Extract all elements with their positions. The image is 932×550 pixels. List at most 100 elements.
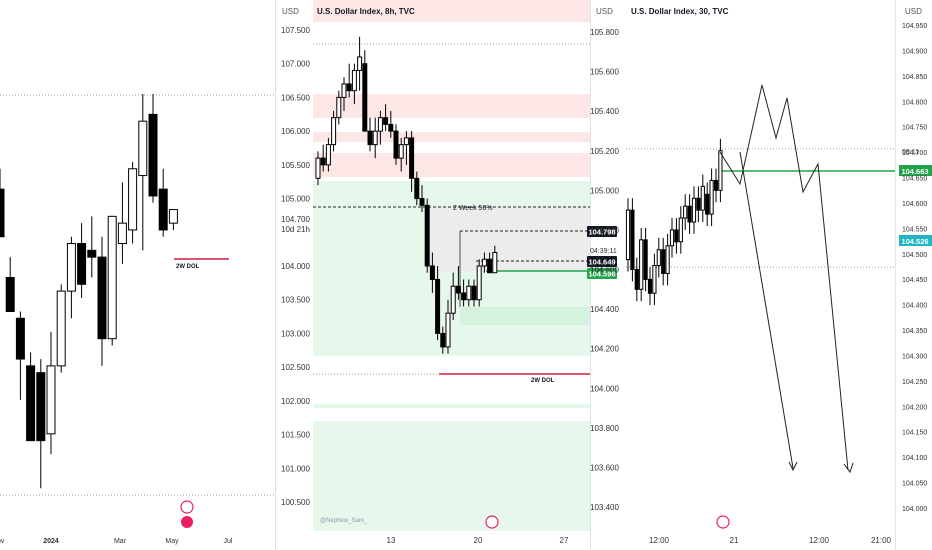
x-tick-label: 21 — [730, 536, 739, 545]
y-tick-label: 104.550 — [902, 226, 927, 233]
weekly-candle — [168, 209, 178, 224]
weekly-candle — [97, 256, 107, 340]
chart-title: U.S. Dollar Index, 8h, TVC — [317, 7, 415, 16]
weekly-candle — [117, 222, 127, 245]
x-tick-label: 13 — [387, 536, 396, 545]
weekly-candle — [148, 113, 158, 197]
dol-label: 2W DOL — [531, 378, 555, 384]
y-tick-label: 104.100 — [902, 455, 927, 462]
candle-8h — [481, 258, 487, 267]
candle-30m — [705, 193, 710, 215]
x-tick-label: ov — [0, 538, 5, 545]
candle-8h — [435, 278, 441, 334]
y-tick-label: 104.850 — [902, 74, 927, 81]
y-tick-label: 104.200 — [590, 345, 619, 354]
candle-30m — [665, 245, 670, 274]
chart-title: U.S. Dollar Index, 30, TVC — [631, 7, 729, 16]
fifty-percent-label: 2 Week 50% — [453, 205, 493, 212]
candle-8h — [492, 252, 498, 274]
y-tick-label: 105.000 — [590, 186, 619, 195]
weekly-candle — [128, 168, 138, 231]
lightning-icon[interactable] — [716, 515, 730, 529]
weekly-candle — [138, 120, 148, 177]
y-tick-label: 103.400 — [590, 503, 619, 512]
candle-30m — [713, 179, 719, 191]
candle-30m — [661, 249, 666, 274]
x-tick-label: May — [165, 538, 179, 545]
candle-8h — [471, 285, 477, 301]
y-tick-label: 104.650 — [902, 176, 927, 183]
candle-30m — [683, 205, 688, 219]
projection-path — [719, 84, 849, 471]
countdown-label: 10d 21h — [281, 225, 310, 234]
y-tick-label: 105.600 — [590, 68, 619, 77]
candle-8h — [383, 117, 389, 125]
y-tick-label: 104.050 — [902, 481, 927, 488]
price-label-bg — [587, 268, 617, 279]
y-tick-label: 104.700 — [902, 150, 927, 157]
y-tick-label: 102.000 — [281, 397, 310, 406]
weekly-candle — [77, 243, 87, 285]
y-tick-label: 104.300 — [902, 353, 927, 360]
y-tick-label: 104.200 — [902, 404, 927, 411]
countdown-label: 09:11 — [902, 149, 919, 156]
candle-30m — [718, 150, 723, 191]
y-tick-label: 104.700 — [281, 215, 310, 224]
candle-8h — [466, 285, 472, 301]
y-tick-label: 104.900 — [902, 48, 927, 55]
candle-8h — [461, 292, 467, 301]
candle-30m — [656, 249, 661, 267]
candle-8h — [398, 144, 404, 159]
candle-8h — [362, 63, 368, 132]
y-tick-label: 103.000 — [281, 329, 310, 338]
candle-30m — [625, 209, 631, 261]
candle-30m — [669, 229, 675, 247]
weekly-candle — [0, 188, 5, 238]
y-tick-label: 101.000 — [281, 464, 310, 473]
price-label: 104.526 — [901, 237, 928, 246]
price-label-bg — [587, 226, 617, 237]
lightning-icon[interactable] — [180, 500, 194, 514]
weekly-candle — [107, 215, 117, 340]
candle-30m — [696, 197, 701, 211]
y-tick-label: 104.750 — [902, 125, 927, 132]
x-tick-label: 20 — [474, 536, 483, 545]
candle-30m — [700, 185, 705, 211]
candle-8h — [315, 157, 321, 179]
candle-30m — [674, 229, 679, 243]
weekly-candle — [26, 365, 36, 442]
price-label: 104.798 — [588, 228, 615, 237]
y-tick-label: 103.800 — [590, 424, 619, 433]
candle-8h — [424, 204, 430, 267]
candle-8h — [331, 117, 337, 146]
y-tick-label: 105.200 — [590, 147, 619, 156]
candle-30m — [647, 278, 653, 294]
candle-30m — [634, 269, 639, 290]
candle-8h — [320, 157, 326, 166]
candle-8h — [377, 117, 383, 132]
candle-30m — [643, 239, 648, 280]
y-tick-label: 104.800 — [902, 99, 927, 106]
x-tick-label: 12:00 — [809, 536, 830, 545]
candle-8h — [346, 83, 352, 92]
y-tick-label: 104.600 — [590, 266, 619, 275]
price-label-bg — [899, 165, 932, 176]
candle-8h — [429, 265, 435, 280]
candle-8h — [445, 312, 451, 348]
weekly-candle — [66, 243, 76, 292]
candle-8h — [450, 285, 456, 314]
candle-30m — [709, 179, 714, 215]
arrow-head — [843, 462, 854, 474]
flag-icon[interactable] — [181, 516, 193, 528]
projection-path — [739, 151, 794, 469]
demand-zone — [313, 421, 590, 531]
candle-8h — [487, 258, 493, 274]
lightning-icon[interactable] — [485, 515, 499, 529]
y-tick-label: 103.600 — [590, 463, 619, 472]
arrow-head — [788, 461, 798, 472]
candle-8h — [414, 177, 420, 200]
candle-30m — [687, 205, 692, 223]
weekly-candle — [56, 290, 66, 367]
candle-8h — [372, 130, 378, 146]
